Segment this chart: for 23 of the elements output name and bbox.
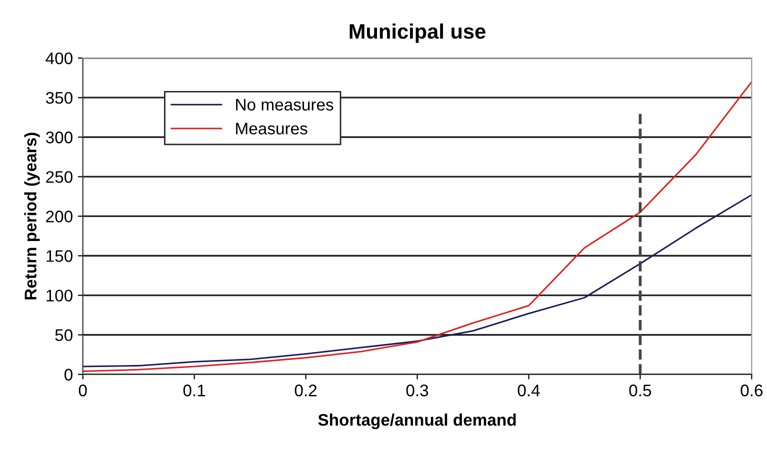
x-tick-label: 0.1 — [183, 384, 206, 396]
y-tick-label: 400 — [46, 52, 72, 64]
x-axis-title: Shortage/annual demand — [318, 414, 516, 430]
y-axis-title: Return period (years) — [24, 132, 40, 300]
y-tick-label: 200 — [46, 210, 72, 222]
x-tick-label: 0.5 — [629, 384, 652, 396]
y-tick-label: 350 — [46, 92, 72, 104]
line-series — [82, 194, 752, 368]
legend-label: Measures — [236, 122, 308, 134]
x-tick-label: 0.6 — [740, 384, 763, 396]
y-tick-label: 0 — [64, 368, 72, 381]
line-series — [82, 81, 752, 372]
y-tick-label: 100 — [46, 290, 72, 302]
x-tick-label: 0.4 — [518, 384, 540, 396]
x-tick-label: 0.3 — [406, 384, 428, 396]
x-tick-label: 0.2 — [294, 384, 317, 396]
y-tick-label: 300 — [46, 132, 72, 144]
y-tick-label: 50 — [55, 329, 72, 342]
chart-title: Municipal use — [350, 24, 486, 43]
legend-label: No measures — [236, 98, 334, 111]
y-tick-label: 250 — [46, 171, 72, 183]
x-tick-label: 0 — [78, 384, 87, 396]
y-tick-label: 150 — [46, 250, 72, 262]
